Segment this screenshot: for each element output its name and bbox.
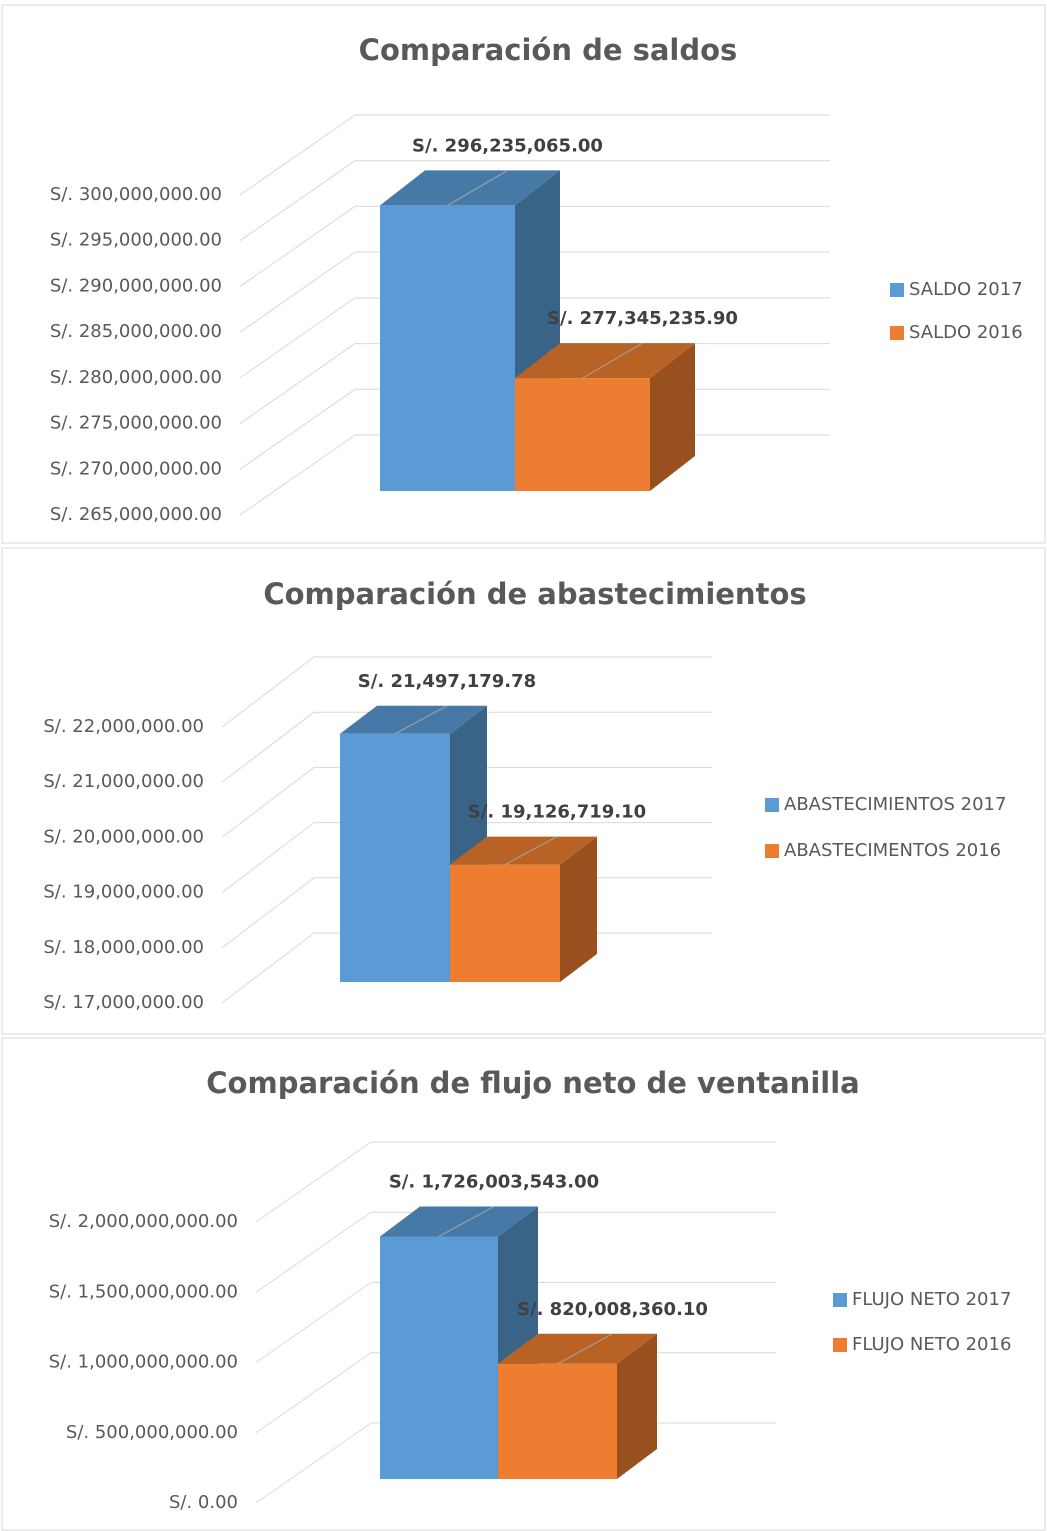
grid-line [239, 251, 356, 333]
y-tick-label: S/. 280,000,000.00 [50, 367, 222, 388]
value-label: S/. 820,008,360.10 [517, 1299, 708, 1320]
y-tick-label: S/. 270,000,000.00 [50, 458, 222, 479]
y-tick-label: S/. 17,000,000.00 [43, 992, 204, 1013]
y-tick-label: S/. 18,000,000.00 [43, 937, 204, 958]
bar-top [380, 170, 560, 206]
grid-line [255, 1211, 372, 1293]
legend-swatch [833, 1293, 847, 1307]
grid-line [239, 434, 356, 516]
y-tick-label: S/. 21,000,000.00 [43, 771, 204, 792]
bar-top [515, 343, 695, 379]
panel [1, 547, 1046, 1035]
value-label: S/. 1,726,003,543.00 [389, 1171, 599, 1192]
y-tick-label: S/. 0.00 [169, 1492, 238, 1513]
grid-line [221, 822, 315, 893]
value-label: S/. 21,497,179.78 [358, 671, 536, 692]
grid-line [255, 1422, 372, 1504]
y-tick-label: S/. 2,000,000,000.00 [49, 1211, 238, 1232]
grid-line [239, 206, 356, 287]
chart-title: Comparación de flujo neto de ventanilla [206, 1066, 859, 1100]
bar-side [560, 836, 597, 982]
y-tick-label: S/. 1,000,000,000.00 [49, 1352, 238, 1373]
y-tick-label: S/. 290,000,000.00 [50, 275, 222, 296]
grid-line [255, 1282, 372, 1363]
grid-line [221, 767, 315, 838]
grid-line [221, 656, 315, 728]
legend-label: ABASTECIMIENTOS 2017 [784, 794, 1006, 815]
grid-line [239, 297, 356, 379]
legend-swatch [765, 844, 779, 858]
grid-line [239, 114, 356, 196]
bar-top [450, 836, 597, 865]
chart-title: Comparación de abastecimientos [263, 577, 806, 611]
legend-label: FLUJO NETO 2017 [852, 1289, 1011, 1310]
leader-line [582, 342, 643, 379]
leader-line [557, 1333, 613, 1365]
legend-label: SALDO 2017 [909, 279, 1023, 300]
y-tick-label: S/. 20,000,000.00 [43, 826, 204, 847]
value-label: S/. 19,126,719.10 [468, 802, 646, 823]
chart-title: Comparación de saldos [359, 33, 738, 67]
bar-top [380, 1206, 538, 1237]
grid-line [239, 343, 356, 424]
grid-line [221, 932, 315, 1004]
leader-line [504, 836, 558, 866]
panel [1, 4, 1046, 544]
value-label: S/. 277,345,235.90 [547, 308, 738, 329]
legend-label: SALDO 2016 [909, 322, 1023, 343]
bar [380, 205, 515, 492]
grid-line [221, 711, 315, 783]
y-tick-label: S/. 1,500,000,000.00 [49, 1281, 238, 1302]
grid-line [255, 1352, 372, 1434]
leader-line [447, 169, 508, 206]
leader-line [438, 1206, 495, 1237]
bar [498, 1363, 617, 1479]
y-tick-label: S/. 22,000,000.00 [43, 716, 204, 737]
bar [340, 733, 450, 982]
legend-swatch [890, 326, 904, 340]
legend-label: FLUJO NETO 2016 [852, 1334, 1011, 1355]
bar-top [498, 1333, 657, 1364]
grid-line [239, 160, 356, 242]
grid-line [255, 1141, 372, 1223]
value-label: S/. 296,235,065.00 [412, 135, 603, 156]
y-tick-label: S/. 295,000,000.00 [50, 230, 222, 251]
y-tick-label: S/. 285,000,000.00 [50, 321, 222, 342]
bar [450, 864, 560, 982]
y-tick-label: S/. 19,000,000.00 [43, 882, 204, 903]
bar-side [617, 1333, 657, 1479]
bar-top [340, 705, 487, 734]
legend-swatch [765, 798, 779, 812]
legend-swatch [833, 1338, 847, 1352]
bar [380, 1236, 498, 1479]
y-tick-label: S/. 500,000,000.00 [66, 1422, 238, 1443]
panel [1, 1037, 1046, 1531]
y-tick-label: S/. 300,000,000.00 [50, 184, 222, 205]
bar [515, 378, 650, 491]
grid-line [239, 388, 356, 470]
y-tick-label: S/. 265,000,000.00 [50, 504, 222, 525]
grid-line [221, 877, 315, 949]
legend-label: ABASTECIMENTOS 2016 [784, 840, 1001, 861]
leader-line [394, 705, 448, 735]
legend-swatch [890, 283, 904, 297]
bar-side [650, 343, 695, 491]
y-tick-label: S/. 275,000,000.00 [50, 413, 222, 434]
